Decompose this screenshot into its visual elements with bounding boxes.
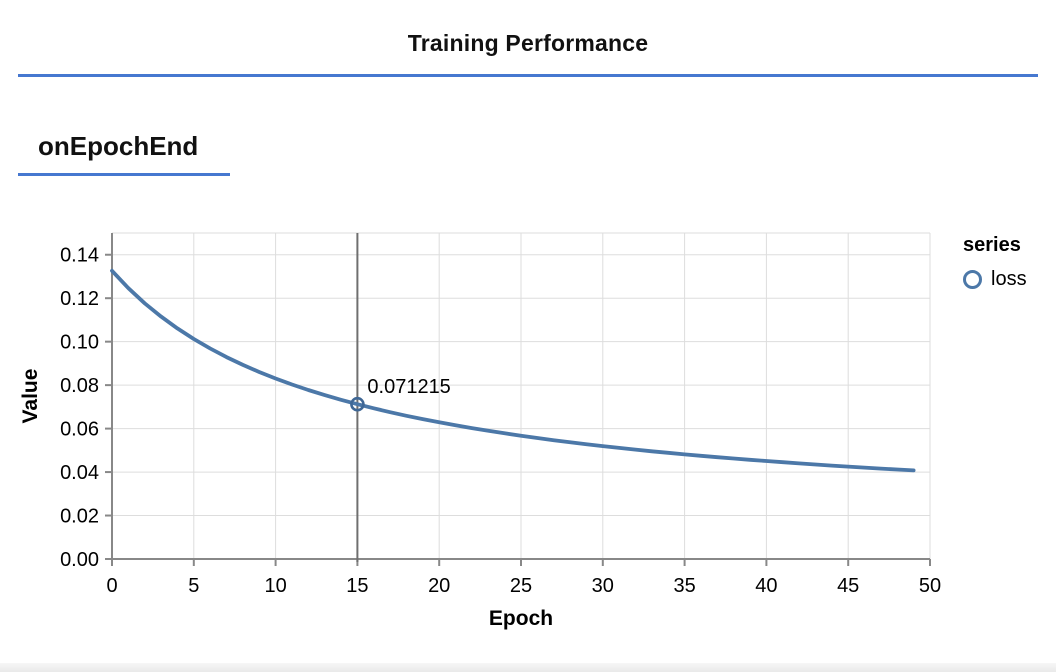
x-tick-label: 15	[346, 575, 368, 597]
tooltip-value-label: 0.071215	[367, 376, 450, 398]
y-tick-label: 0.08	[60, 375, 99, 397]
page-title: Training Performance	[407, 30, 649, 56]
y-axis-title: Value	[19, 369, 42, 424]
selected-point-marker[interactable]	[350, 396, 365, 412]
chart-legend: series loss	[963, 234, 1027, 291]
x-tick-label: 0	[106, 575, 117, 597]
x-tick-label: 30	[592, 575, 614, 597]
y-tick-label: 0.12	[60, 288, 99, 310]
bottom-divider-strip	[0, 663, 1056, 672]
x-tick-label: 5	[188, 575, 199, 597]
x-tick-label: 20	[428, 575, 450, 597]
x-axis-title: Epoch	[489, 607, 553, 630]
section-heading-onepochend: onEpochEnd	[38, 131, 199, 161]
legend-title: series	[963, 234, 1021, 256]
legend-item-loss[interactable]: loss	[963, 268, 1027, 291]
title-divider	[18, 74, 1038, 77]
y-tick-label: 0.02	[60, 506, 99, 528]
loss-line[interactable]	[110, 268, 916, 473]
x-tick-label: 35	[673, 575, 695, 597]
legend-item-label: loss	[991, 268, 1027, 290]
plot-area[interactable]	[112, 233, 930, 559]
x-tick-label: 25	[510, 575, 532, 597]
y-tick-label: 0.10	[60, 332, 99, 354]
x-tick-label: 40	[755, 575, 777, 597]
y-tick-label: 0.00	[60, 549, 99, 571]
x-tick-label: 50	[919, 575, 941, 597]
y-tick-label: 0.14	[60, 245, 99, 267]
y-tick-label: 0.06	[60, 419, 99, 441]
circle-outline-icon	[963, 270, 982, 289]
x-tick-label: 10	[264, 575, 286, 597]
y-tick-label: 0.04	[60, 462, 99, 484]
section-heading-underline	[18, 173, 230, 176]
x-tick-label: 45	[837, 575, 859, 597]
